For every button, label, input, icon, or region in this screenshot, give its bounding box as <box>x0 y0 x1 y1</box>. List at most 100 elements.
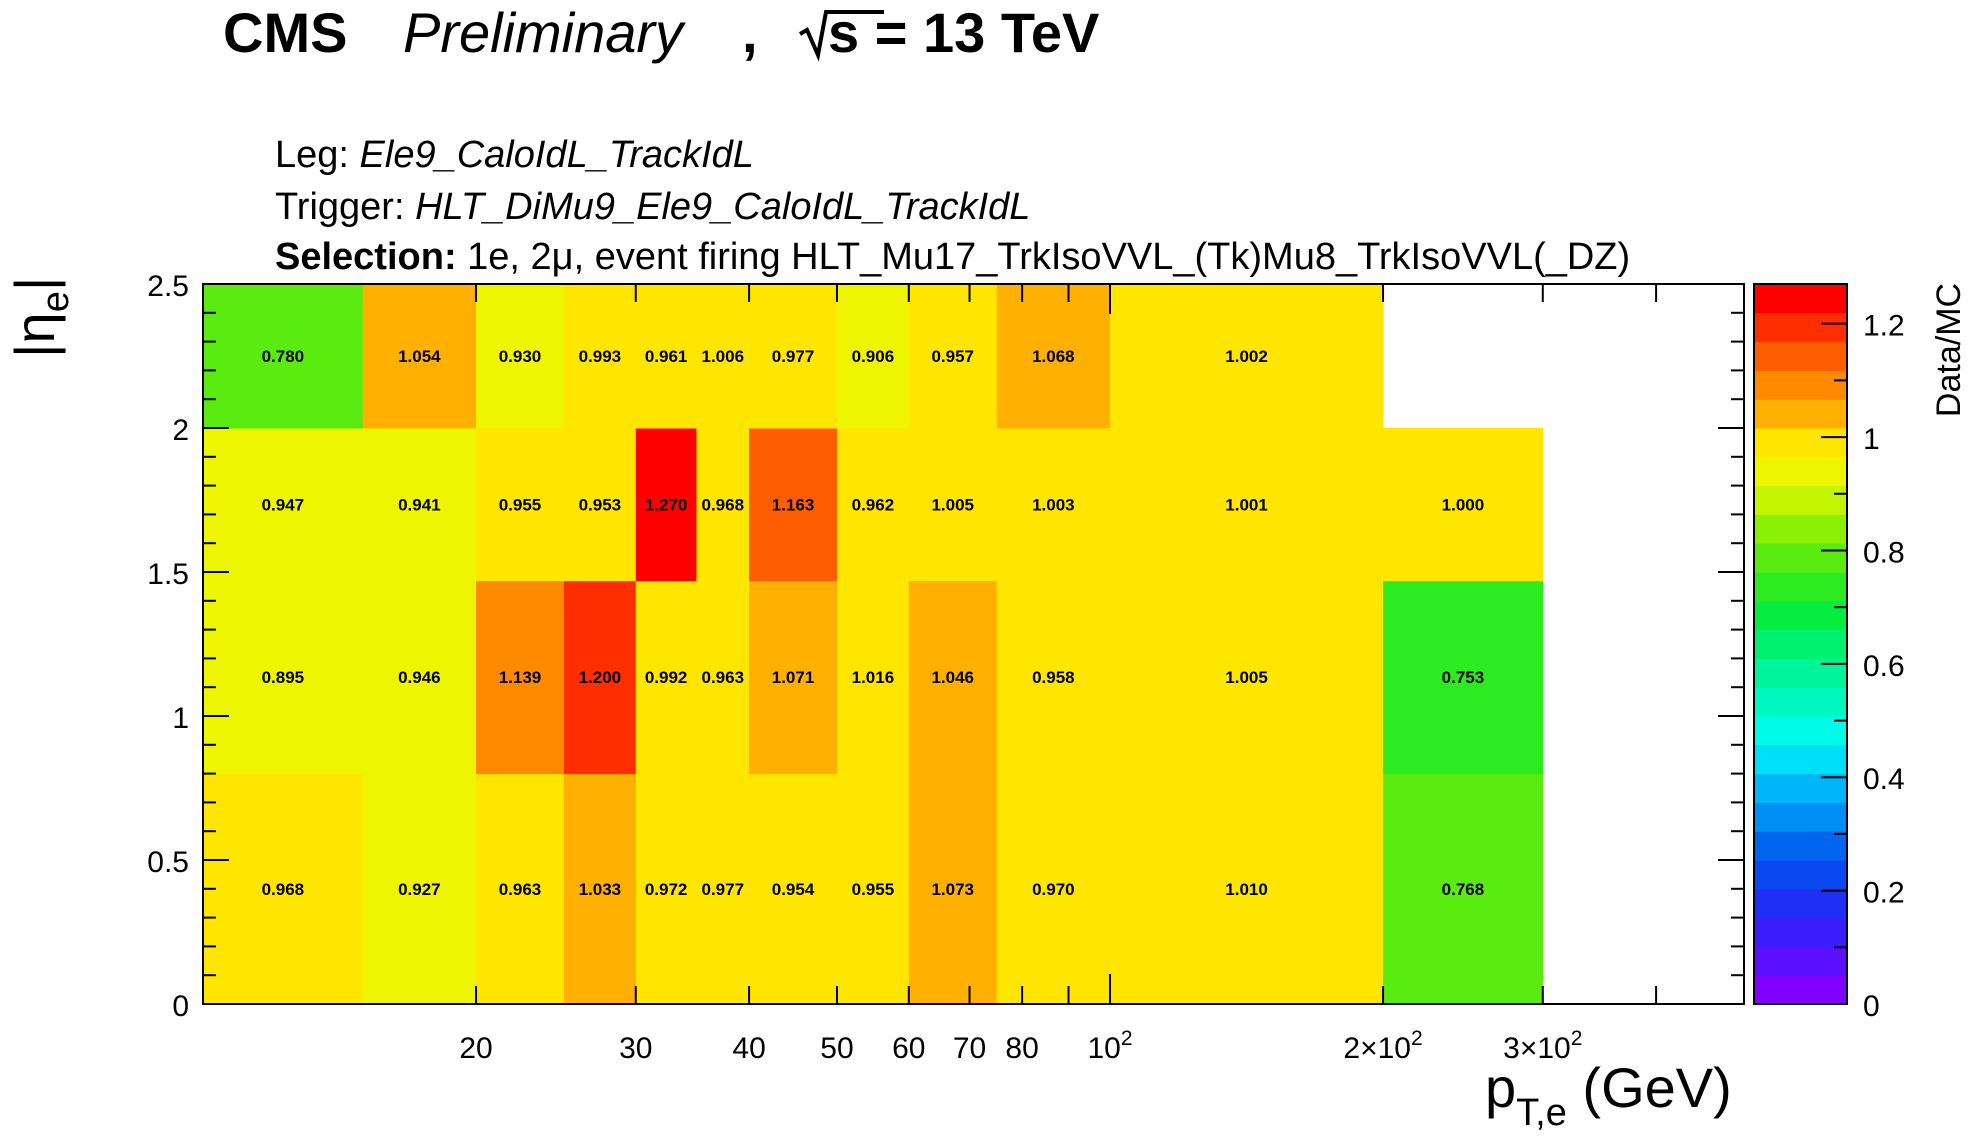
heatmap-cell <box>996 428 1111 582</box>
heatmap-cell <box>563 580 637 775</box>
color-scale-band <box>1754 687 1847 717</box>
x-axis-title-sub: T,e <box>1516 1092 1567 1134</box>
z-tick-label: 1 <box>1863 423 1880 456</box>
heatmap-cell <box>1383 580 1544 775</box>
cell-value-label: 0.962 <box>852 495 895 514</box>
heatmap-cell <box>476 284 565 429</box>
header-comma: , <box>742 1 758 64</box>
z-tick-label: 0 <box>1863 990 1880 1023</box>
x-axis-title-main: p <box>1485 1056 1516 1119</box>
trigger-label: Trigger: <box>275 186 415 228</box>
heatmap-cell <box>749 284 838 429</box>
color-scale-band <box>1754 946 1847 976</box>
cell-value-label: 1.071 <box>772 668 815 687</box>
heatmap-cell <box>203 773 364 1005</box>
color-scale-band <box>1754 312 1847 343</box>
z-axis: 0 0.2 0.4 0.6 0.8 1 1.2 <box>1821 310 1905 1023</box>
heatmap-cell <box>563 428 637 582</box>
cell-value-label: 0.930 <box>499 347 542 366</box>
y-axis-title-main: |η <box>3 312 66 358</box>
x-tick-label: 30 <box>619 1032 652 1065</box>
cell-value-label: 1.200 <box>579 668 622 687</box>
cell-value-label: 1.139 <box>499 668 542 687</box>
color-scale-band <box>1754 831 1847 861</box>
cell-value-label: 0.977 <box>702 880 745 899</box>
heatmap-cell <box>563 284 637 429</box>
z-tick-label: 1.2 <box>1863 310 1905 343</box>
x-tick-label: 50 <box>820 1032 853 1065</box>
color-scale-band <box>1754 860 1847 890</box>
color-scale-frame <box>1753 283 1848 1005</box>
leg-label: Leg: <box>275 134 360 176</box>
color-scale-band <box>1754 917 1847 947</box>
heatmap-cell <box>996 773 1111 1005</box>
leg-value: Ele9_CaloIdL_TrackIdL <box>360 134 754 176</box>
energy-label: s = 13 TeV <box>828 1 1099 64</box>
cell-value-label: 0.906 <box>852 347 895 366</box>
color-scale-band <box>1754 600 1847 631</box>
cell-value-label: 0.955 <box>499 495 542 514</box>
x-tick-label: 3×102 <box>1503 1027 1582 1065</box>
cell-value-label: 1.005 <box>1225 668 1268 687</box>
trigger-line: Trigger: HLT_DiMu9_Ele9_CaloIdL_TrackIdL <box>275 186 1030 228</box>
cell-value-label: 1.006 <box>702 347 745 366</box>
z-tick-label: 0.4 <box>1863 763 1905 796</box>
cell-value-label: 0.957 <box>931 347 974 366</box>
heatmap-cell <box>635 773 697 1005</box>
color-scale <box>1753 283 1848 1005</box>
cell-value-label: 0.953 <box>579 495 622 514</box>
z-tick-label: 0.6 <box>1863 650 1905 683</box>
heatmap-cell <box>1110 773 1384 1005</box>
color-scale-band <box>1754 456 1847 487</box>
x-axis-title-unit: (GeV) <box>1567 1056 1732 1119</box>
plot-frame <box>202 283 1745 1005</box>
heatmap-cell <box>1383 428 1544 582</box>
cell-value-label: 0.895 <box>262 668 305 687</box>
y-tick-label: 0 <box>172 990 189 1023</box>
cell-value-label: 0.947 <box>262 495 305 514</box>
heatmap-cell <box>476 773 565 1005</box>
color-scale-band <box>1754 888 1847 919</box>
heatmap-cell <box>362 284 477 429</box>
heatmap-cell <box>635 428 697 582</box>
cell-value-label: 0.955 <box>852 880 895 899</box>
heatmap-cell <box>203 580 364 775</box>
cell-value-label: 0.768 <box>1442 880 1485 899</box>
z-tick-label: 0.8 <box>1863 536 1905 569</box>
color-scale-band <box>1754 485 1847 515</box>
color-scale-band <box>1754 399 1847 429</box>
leg-line: Leg: Ele9_CaloIdL_TrackIdL <box>275 134 754 176</box>
cell-value-label: 1.068 <box>1032 347 1075 366</box>
x-tick-label: 80 <box>1005 1032 1038 1065</box>
cell-value-label: 0.961 <box>645 347 688 366</box>
cell-value-label: 0.954 <box>772 880 815 899</box>
color-scale-band <box>1754 572 1847 602</box>
heatmap-cell <box>749 580 838 775</box>
color-scale-band <box>1754 716 1847 746</box>
heatmap-cell <box>476 428 565 582</box>
color-scale-band <box>1754 284 1847 314</box>
heatmap-cell <box>749 428 838 582</box>
color-scale-band <box>1754 658 1847 688</box>
z-tick-label: 0.2 <box>1863 877 1905 910</box>
heatmap-cell <box>836 580 910 775</box>
heatmap-cell <box>908 284 998 429</box>
x-tick-label: 20 <box>459 1032 492 1065</box>
cell-value-label: 0.958 <box>1032 668 1075 687</box>
cell-value-label: 1.001 <box>1225 495 1268 514</box>
heatmap-cell <box>696 580 750 775</box>
cell-value-label: 1.003 <box>1032 495 1075 514</box>
cell-value-label: 1.010 <box>1225 880 1268 899</box>
heatmap-cell <box>563 773 637 1005</box>
x-tick-label: 60 <box>892 1032 925 1065</box>
cell-value-label: 1.002 <box>1225 347 1268 366</box>
heatmap-cell <box>696 773 750 1005</box>
cell-value-label: 0.972 <box>645 880 688 899</box>
y-axis: 0 0.5 1 1.5 2 2.5 <box>147 270 1744 1023</box>
cell-value-label: 0.977 <box>772 347 815 366</box>
cell-value-label: 0.968 <box>702 495 745 514</box>
y-tick-label: 0.5 <box>147 846 189 879</box>
cell-value-label: 0.946 <box>398 668 441 687</box>
x-tick-label: 2×102 <box>1343 1027 1422 1065</box>
color-scale-band <box>1754 543 1847 573</box>
